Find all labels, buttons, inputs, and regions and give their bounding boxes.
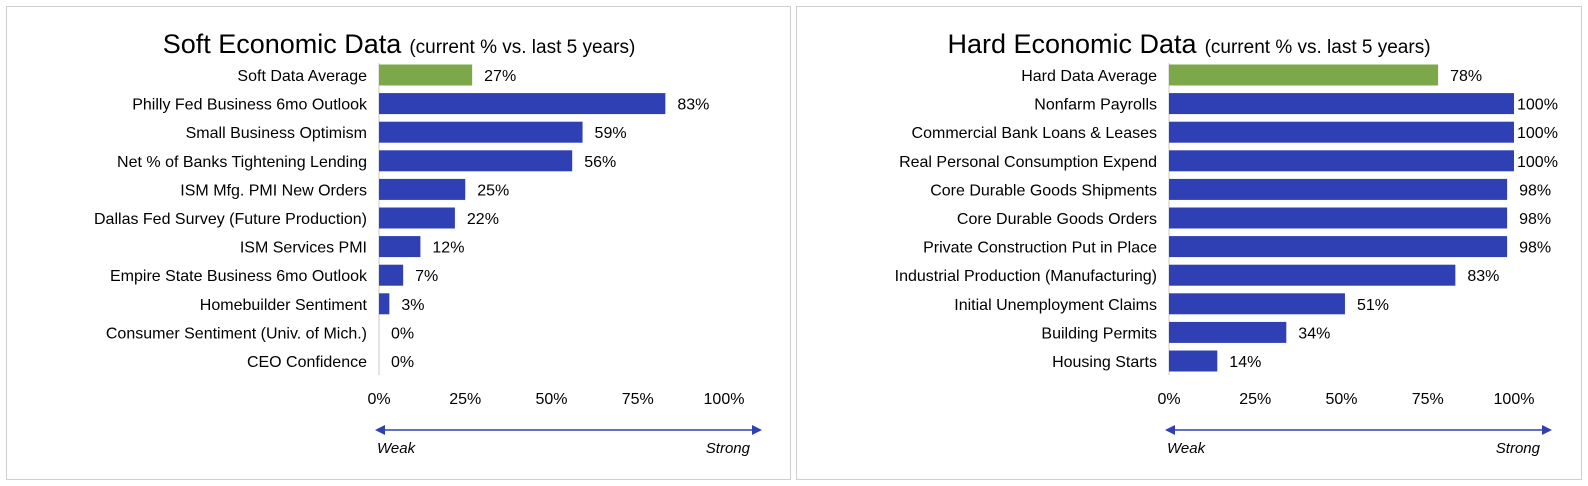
- weak-label: Weak: [1167, 440, 1207, 457]
- strong-label: Strong: [1496, 440, 1541, 457]
- x-tick-label: 100%: [1494, 391, 1535, 408]
- category-label: Small Business Optimism: [186, 125, 367, 142]
- value-label: 83%: [677, 97, 709, 114]
- value-label: 7%: [415, 268, 438, 285]
- arrow-right-icon: [752, 425, 762, 435]
- value-label: 0%: [391, 354, 414, 371]
- value-label: 27%: [484, 68, 516, 85]
- bar: [379, 236, 421, 258]
- bar: [1169, 93, 1514, 115]
- average-bar: [1169, 64, 1439, 86]
- x-tick-label: 25%: [449, 391, 481, 408]
- bar: [379, 293, 390, 315]
- hard-data-chart: Hard Economic Data (current % vs. last 5 …: [895, 29, 1558, 457]
- hard-data-panel: Hard Economic Data (current % vs. last 5 …: [796, 6, 1582, 480]
- category-label: Industrial Production (Manufacturing): [895, 268, 1157, 285]
- average-bar: [379, 64, 473, 86]
- value-label: 100%: [1517, 125, 1558, 142]
- value-label: 98%: [1519, 182, 1551, 199]
- strong-label: Strong: [706, 440, 751, 457]
- value-label: 100%: [1517, 97, 1558, 114]
- value-label: 22%: [467, 211, 499, 228]
- category-label: Initial Unemployment Claims: [954, 297, 1157, 314]
- bar: [379, 93, 666, 115]
- category-label: ISM Mfg. PMI New Orders: [180, 182, 367, 199]
- chart-title-subtitle: (current % vs. last 5 years): [409, 37, 635, 58]
- value-label: 12%: [432, 240, 464, 257]
- bar: [1169, 264, 1456, 286]
- bar: [379, 207, 455, 229]
- bar: [379, 178, 466, 200]
- chart-title-subtitle: (current % vs. last 5 years): [1205, 37, 1431, 58]
- bar: [379, 150, 573, 172]
- category-label: Core Durable Goods Shipments: [930, 182, 1157, 199]
- value-label: 34%: [1298, 325, 1330, 342]
- bar: [1169, 321, 1287, 343]
- x-tick-label: 0%: [1157, 391, 1180, 408]
- category-label: Building Permits: [1041, 325, 1157, 342]
- category-label: Dallas Fed Survey (Future Production): [94, 211, 367, 228]
- soft-data-chart: Soft Economic Data (current % vs. last 5 …: [94, 29, 762, 457]
- category-label: Consumer Sentiment (Univ. of Mich.): [106, 325, 367, 342]
- x-tick-label: 100%: [704, 391, 745, 408]
- chart-title-main: Hard Economic Data: [947, 29, 1197, 59]
- chart-title: Soft Economic Data (current % vs. last 5 …: [163, 29, 636, 59]
- category-label: ISM Services PMI: [240, 240, 367, 257]
- value-label: 0%: [391, 325, 414, 342]
- arrow-left-icon: [375, 425, 385, 435]
- weak-label: Weak: [377, 440, 417, 457]
- value-label: 56%: [584, 154, 616, 171]
- bar: [1169, 121, 1514, 143]
- chart-title-main: Soft Economic Data: [163, 29, 403, 59]
- bar: [379, 121, 583, 143]
- category-label: Philly Fed Business 6mo Outlook: [132, 97, 368, 114]
- value-label: 98%: [1519, 211, 1551, 228]
- x-tick-label: 75%: [622, 391, 654, 408]
- category-label: Homebuilder Sentiment: [200, 297, 368, 314]
- x-tick-label: 50%: [535, 391, 567, 408]
- x-tick-label: 25%: [1239, 391, 1271, 408]
- bar: [379, 264, 404, 286]
- bar: [1169, 150, 1514, 172]
- value-label: 100%: [1517, 154, 1558, 171]
- value-label: 14%: [1229, 354, 1261, 371]
- value-label: 78%: [1450, 68, 1482, 85]
- bar: [1169, 207, 1508, 229]
- value-label: 59%: [595, 125, 627, 142]
- arrow-left-icon: [1165, 425, 1175, 435]
- bar: [1169, 350, 1218, 372]
- value-label: 83%: [1467, 268, 1499, 285]
- value-label: 98%: [1519, 240, 1551, 257]
- category-label: Nonfarm Payrolls: [1034, 97, 1157, 114]
- category-label: Empire State Business 6mo Outlook: [110, 268, 368, 285]
- category-label: CEO Confidence: [247, 354, 367, 371]
- x-tick-label: 75%: [1412, 391, 1444, 408]
- x-tick-label: 0%: [367, 391, 390, 408]
- bar: [1169, 178, 1508, 200]
- soft-data-panel: Soft Economic Data (current % vs. last 5 …: [6, 6, 791, 480]
- category-label: Hard Data Average: [1021, 68, 1157, 85]
- value-label: 25%: [477, 182, 509, 199]
- chart-title: Hard Economic Data (current % vs. last 5 …: [947, 29, 1430, 59]
- category-label: Net % of Banks Tightening Lending: [117, 154, 367, 171]
- category-label: Real Personal Consumption Expend: [899, 154, 1157, 171]
- bar: [1169, 293, 1345, 315]
- value-label: 51%: [1357, 297, 1389, 314]
- x-tick-label: 50%: [1325, 391, 1357, 408]
- category-label: Private Construction Put in Place: [923, 240, 1157, 257]
- value-label: 3%: [401, 297, 424, 314]
- category-label: Core Durable Goods Orders: [957, 211, 1157, 228]
- category-label: Commercial Bank Loans & Leases: [912, 125, 1157, 142]
- arrow-right-icon: [1542, 425, 1552, 435]
- category-label: Soft Data Average: [237, 68, 367, 85]
- category-label: Housing Starts: [1052, 354, 1157, 371]
- bar: [1169, 236, 1508, 258]
